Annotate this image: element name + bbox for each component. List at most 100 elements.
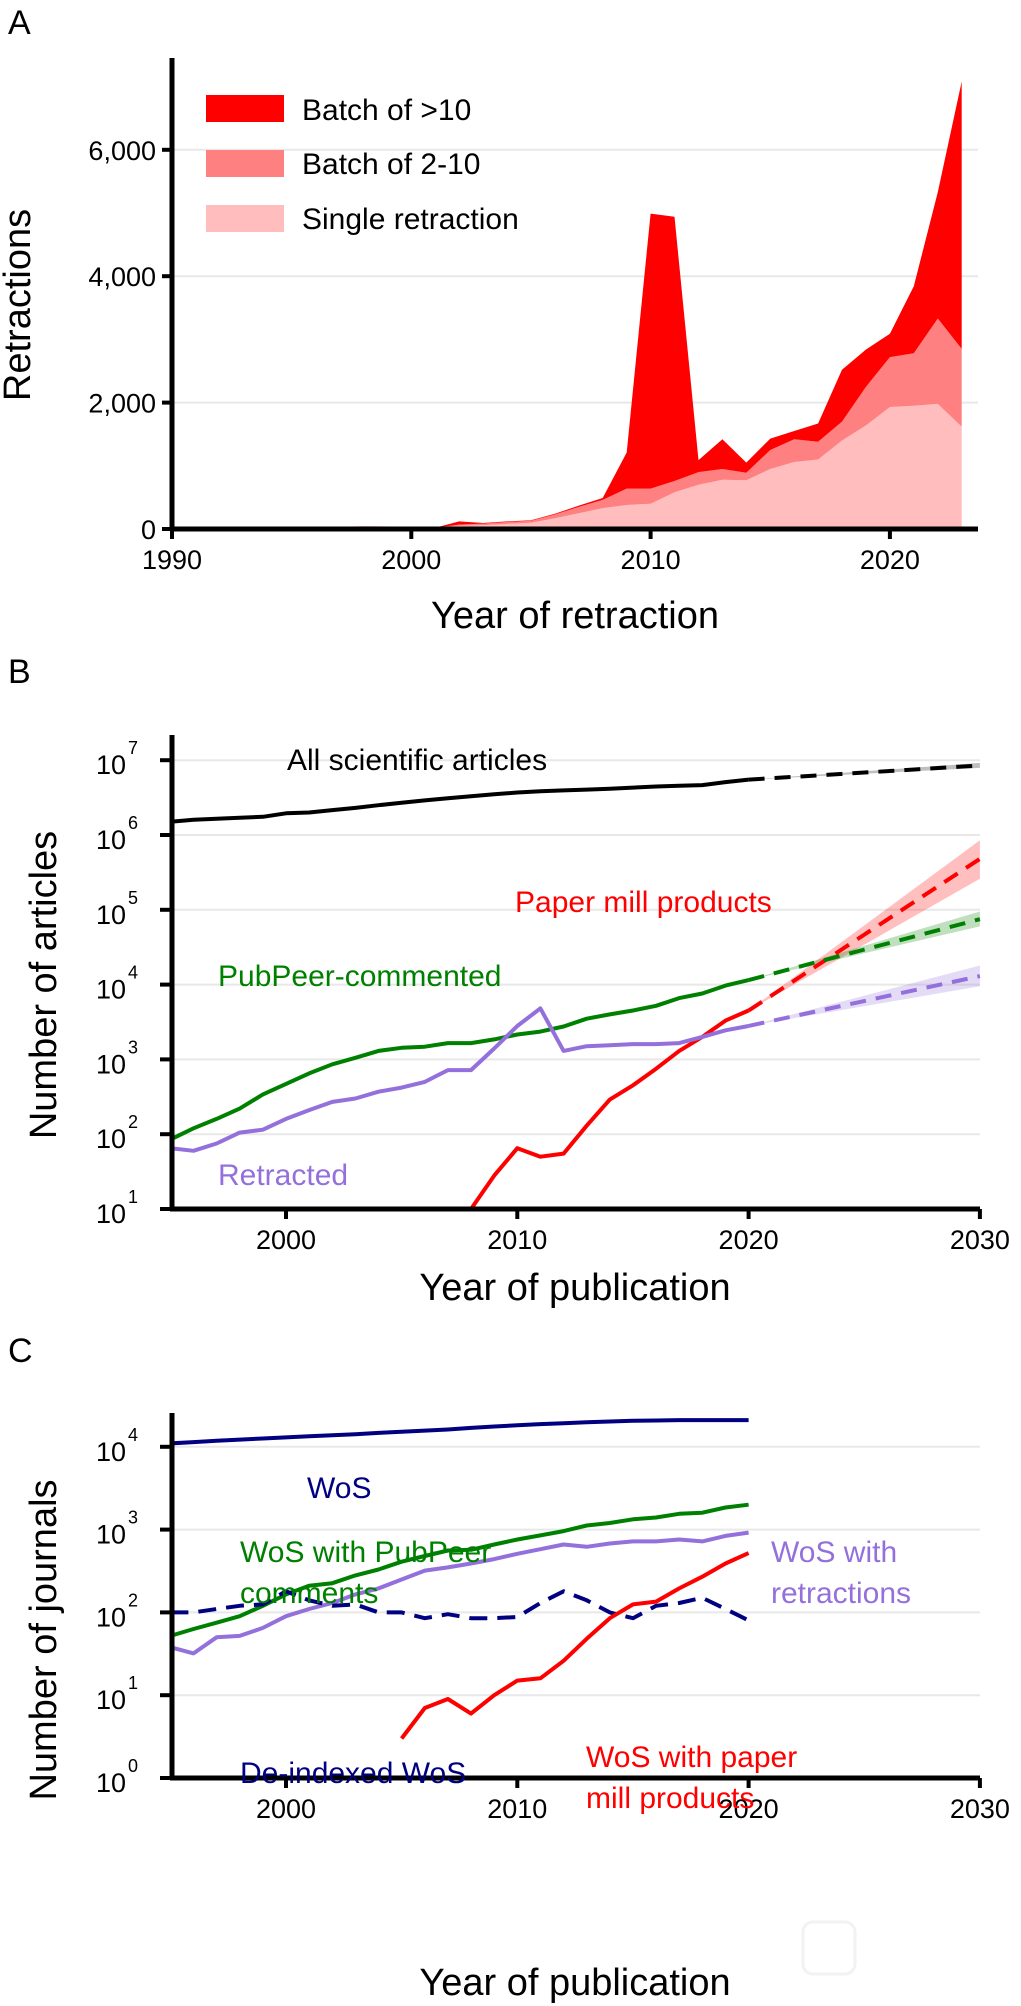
- y-tick-label: 4,000: [88, 262, 156, 292]
- label-wos-paper-mill-line1: WoS with paper: [586, 1741, 797, 1774]
- line-wos: [172, 1418, 749, 1446]
- panel-c-axes: [169, 1413, 980, 1781]
- x-tick-label: 2010: [487, 1794, 547, 1824]
- label-wos-retractions-line2: retractions: [771, 1577, 911, 1610]
- projection-pubpeer-commented: [748, 917, 981, 982]
- legend-label-batch-2-10: Batch of 2-10: [302, 148, 480, 181]
- x-tick-label: 2010: [621, 545, 681, 575]
- line-pubpeer-commented: [172, 978, 750, 1141]
- panel-b-lines: [172, 763, 981, 1209]
- panel-a: A 0 2,000 4,000 6,000 1990 2000 2010 2020 Retra…: [0, 4, 978, 637]
- y-tick-label: 10: [96, 1437, 126, 1467]
- y-tick-label: 10: [96, 825, 126, 855]
- label-retracted: Retracted: [218, 1159, 348, 1192]
- line-de-indexed-wos: [172, 1589, 750, 1623]
- y-tick-exponent: 2: [128, 1112, 138, 1132]
- x-tick-label: 2030: [950, 1794, 1010, 1824]
- projection-retracted: [748, 974, 981, 1028]
- line-wos-with-pubpeer-comments: [172, 1502, 749, 1638]
- panel-b-confidence-bands: [748, 762, 980, 1026]
- panel-b-axes: [169, 735, 980, 1212]
- x-tick-label: 2020: [719, 1794, 779, 1824]
- x-tick-label: 2000: [381, 545, 441, 575]
- label-wos-paper-mill-line2: mill products: [586, 1782, 754, 1815]
- projection-paper-mill-products: [747, 857, 981, 1013]
- y-tick-exponent: 1: [128, 1187, 138, 1207]
- panel-a-legend: Batch of >10 Batch of 2-10 Single retrac…: [206, 94, 519, 236]
- panel-letter-a: A: [8, 4, 31, 42]
- x-tick-label: 2000: [256, 1794, 316, 1824]
- label-wos-pubpeer-line2: comments: [240, 1577, 378, 1610]
- label-all-scientific-articles: All scientific articles: [287, 744, 547, 777]
- panel-c-y-axis-title: Number of journals: [23, 1479, 65, 1800]
- panel-c-lines: [172, 1418, 750, 1740]
- label-paper-mill-products: Paper mill products: [515, 886, 772, 919]
- y-tick-exponent: 0: [128, 1756, 138, 1776]
- label-wos-retractions-line1: WoS with: [771, 1536, 897, 1569]
- line-all-scientific-articles: [172, 777, 749, 824]
- area-single-retraction: [172, 403, 962, 529]
- panel-letter-c: C: [8, 1332, 33, 1370]
- y-tick-label: 10: [96, 1602, 126, 1632]
- label-wos: WoS: [307, 1472, 371, 1505]
- panel-letter-b: B: [8, 653, 31, 691]
- y-tick-label: 10: [96, 1199, 126, 1229]
- y-tick-exponent: 3: [128, 1508, 138, 1528]
- y-tick-exponent: 4: [128, 1425, 138, 1445]
- y-tick-exponent: 4: [128, 963, 138, 983]
- line-wos-with-paper-mill-products: [400, 1551, 750, 1740]
- y-tick-exponent: 1: [128, 1673, 138, 1693]
- legend-label-single: Single retraction: [302, 203, 519, 236]
- panel-b-gridlines: [172, 759, 980, 1136]
- panel-b-x-axis-title: Year of publication: [419, 1267, 730, 1309]
- label-deindexed-wos: De-indexed WoS: [240, 1757, 466, 1790]
- label-wos-pubpeer-line1: WoS with PubPeer: [240, 1536, 491, 1569]
- panel-a-areas: [172, 81, 962, 529]
- panel-a-axes: [169, 58, 978, 532]
- x-tick-label: 2030: [950, 1225, 1010, 1255]
- projection-all-scientific-articles: [748, 763, 981, 782]
- y-tick-label: 2,000: [88, 389, 156, 419]
- y-tick-label: 10: [96, 1124, 126, 1154]
- y-tick-exponent: 5: [128, 888, 138, 908]
- line-wos-with-retractions: [172, 1530, 749, 1656]
- y-tick-label: 10: [96, 1520, 126, 1550]
- line-paper-mill-products: [469, 1008, 750, 1209]
- watermark-logo-icon: [801, 1920, 857, 1976]
- x-tick-label: 2000: [256, 1225, 316, 1255]
- label-pubpeer-commented: PubPeer-commented: [218, 960, 501, 993]
- band-paper-mill-products: [748, 840, 980, 1011]
- y-tick-label: 10: [96, 1685, 126, 1715]
- y-tick-exponent: 6: [128, 813, 138, 833]
- panel-a-x-axis-title: Year of retraction: [431, 595, 719, 637]
- x-tick-label: 2010: [487, 1225, 547, 1255]
- panel-c-gridlines: [172, 1445, 980, 1697]
- y-tick-label: 10: [96, 900, 126, 930]
- y-tick-exponent: 3: [128, 1037, 138, 1057]
- legend-swatch-batch-2-10: [206, 150, 284, 177]
- y-tick-label: 0: [141, 515, 156, 545]
- panel-a-ticks: 0 2,000 4,000 6,000 1990 2000 2010 2020: [88, 136, 920, 575]
- panel-b-y-axis-title: Number of articles: [23, 831, 65, 1139]
- legend-swatch-single: [206, 205, 284, 232]
- band-retracted: [748, 965, 980, 1026]
- y-tick-label: 6,000: [88, 136, 156, 166]
- y-tick-exponent: 7: [128, 738, 138, 758]
- x-tick-label: 1990: [142, 545, 202, 575]
- y-tick-exponent: 2: [128, 1590, 138, 1610]
- y-tick-label: 10: [96, 975, 126, 1005]
- legend-swatch-batch-gt10: [206, 95, 284, 122]
- panel-c-x-axis-title: Year of publication: [419, 1962, 730, 2004]
- panel-a-y-axis-title: Retractions: [0, 209, 39, 401]
- x-tick-label: 2020: [860, 545, 920, 575]
- line-retracted: [172, 1006, 749, 1153]
- legend-label-batch-gt10: Batch of >10: [302, 94, 471, 127]
- y-tick-label: 10: [96, 1768, 126, 1798]
- y-tick-label: 10: [96, 750, 126, 780]
- x-tick-label: 2020: [719, 1225, 779, 1255]
